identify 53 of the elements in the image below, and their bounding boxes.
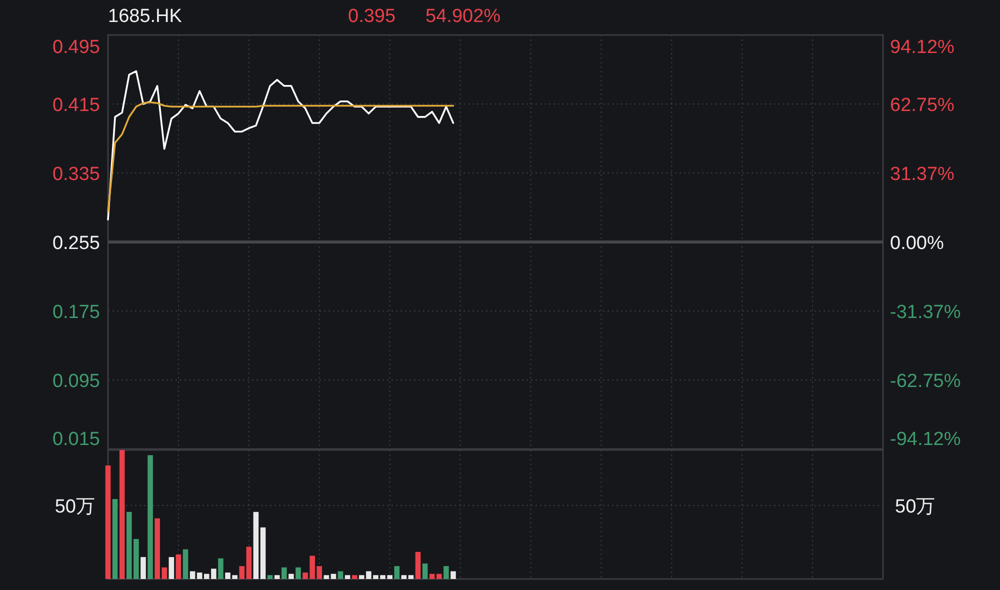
y2-tick-label: -94.12% xyxy=(890,429,961,450)
chart-title: 1685.HK xyxy=(108,6,182,27)
bar xyxy=(394,566,400,579)
y-tick-label: 0.335 xyxy=(52,164,100,185)
text: 54.902% xyxy=(426,6,501,27)
bar xyxy=(444,566,449,579)
bar xyxy=(422,564,428,579)
y2-tick-label: -31.37% xyxy=(890,302,961,323)
y2-tick-label: -62.75% xyxy=(890,371,961,392)
y2-tick-label: 0.00% xyxy=(890,233,944,254)
bar xyxy=(260,527,266,579)
bar xyxy=(148,455,153,579)
bar xyxy=(436,574,442,579)
bar xyxy=(168,557,174,579)
bar xyxy=(119,450,125,579)
bar xyxy=(274,575,280,579)
y-tick-label: 0.175 xyxy=(52,302,100,323)
bar xyxy=(344,575,350,579)
y2-tick-label: 94.12% xyxy=(890,37,955,58)
bar xyxy=(253,512,259,579)
bar xyxy=(338,571,344,579)
bar xyxy=(288,574,294,579)
bar xyxy=(401,575,407,579)
text: 0.395 xyxy=(348,6,396,27)
bar xyxy=(324,575,330,579)
bar xyxy=(239,566,245,579)
bar xyxy=(246,546,252,579)
bar xyxy=(450,571,456,579)
bar xyxy=(429,574,435,579)
bar xyxy=(105,465,111,579)
text: 50万 xyxy=(54,496,95,518)
bar xyxy=(196,572,202,579)
y2-tick-label: 62.75% xyxy=(890,94,955,116)
bar xyxy=(267,575,273,579)
y2-tick-label: 31.37% xyxy=(890,164,955,186)
y-tick-label: 0.255 xyxy=(52,233,100,254)
bar xyxy=(182,549,188,579)
bar xyxy=(296,567,301,579)
bar xyxy=(190,571,196,579)
y-tick-label: 0.415 xyxy=(52,95,100,116)
y-tick-label: 0.015 xyxy=(52,429,100,450)
y-tick-label: 0.095 xyxy=(52,371,100,392)
bar xyxy=(281,567,287,579)
bar xyxy=(112,499,118,579)
bar xyxy=(408,575,414,579)
bar xyxy=(330,574,336,579)
bar xyxy=(415,552,421,579)
ref-line-label: 50万 xyxy=(895,496,936,518)
bar xyxy=(218,558,224,579)
y-tick-label: 0.495 xyxy=(52,37,100,58)
bar xyxy=(352,575,358,579)
bar xyxy=(176,554,182,579)
bar xyxy=(140,557,146,579)
